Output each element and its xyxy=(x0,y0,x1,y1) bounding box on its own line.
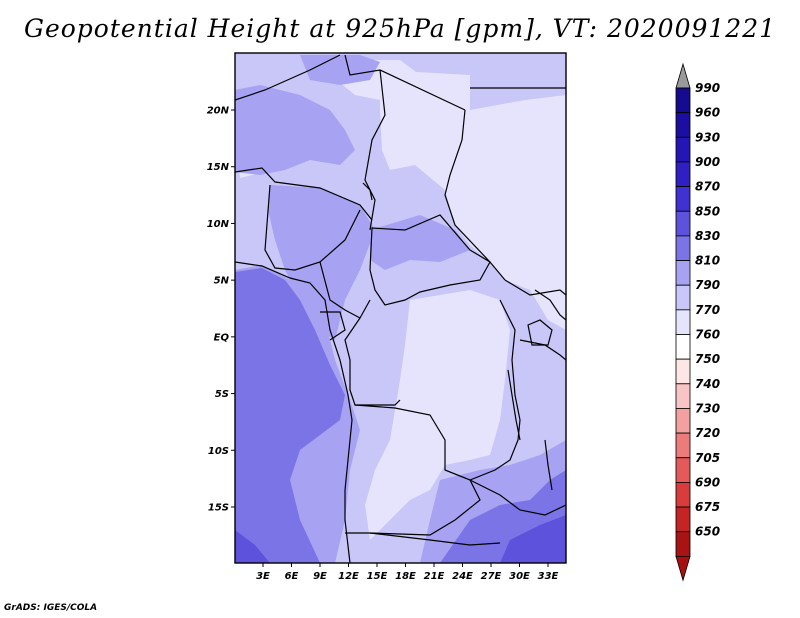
border-car xyxy=(369,214,491,306)
lat-tick-label: 10S xyxy=(208,446,229,457)
border-lake-tanganyika xyxy=(507,369,521,441)
lon-tick-label: 15E xyxy=(367,571,388,582)
field-770-congo xyxy=(365,290,510,540)
border-libya xyxy=(344,54,466,111)
lon-tick-label: 30E xyxy=(509,571,530,582)
colorbar-swatch xyxy=(675,408,691,434)
field-850-se xyxy=(500,515,566,563)
footer-credit: GrADS: IGES/COLA xyxy=(4,603,98,613)
colorbar-label: 705 xyxy=(695,451,720,465)
colorbar-label: 790 xyxy=(695,278,720,292)
field-850-sw xyxy=(235,530,270,563)
border-cameroon xyxy=(319,261,371,319)
lat-tick-label: 5S xyxy=(215,389,229,400)
colorbar-swatch xyxy=(675,284,691,311)
colorbar-swatch xyxy=(675,531,691,557)
colorbar-swatch xyxy=(675,432,691,459)
colorbar-swatch xyxy=(675,87,691,114)
lat-tick-label: 15N xyxy=(207,162,230,173)
colorbar-top-arrow xyxy=(675,62,691,89)
lat-tick-label: EQ xyxy=(214,332,230,343)
border-lake-victoria xyxy=(527,319,553,346)
colorbar-swatch xyxy=(675,358,691,385)
lon-tick-label: 24E xyxy=(452,571,473,582)
colorbar-label: 650 xyxy=(695,525,720,539)
border-zambia xyxy=(469,479,566,516)
colorbar-label: 930 xyxy=(695,130,720,144)
border-nigeria xyxy=(264,184,361,271)
colorbar-swatch xyxy=(675,457,691,483)
border-namibia xyxy=(345,532,501,546)
colorbar-label: 720 xyxy=(695,426,720,440)
colorbar-label: 770 xyxy=(695,303,720,317)
border-north xyxy=(235,54,341,101)
colorbar-label: 730 xyxy=(695,401,720,415)
field-770-east xyxy=(380,70,566,330)
border-lake-malawi xyxy=(544,439,553,491)
field-810-chad xyxy=(370,215,470,270)
border-congo xyxy=(344,317,401,406)
lon-tick-label: 6E xyxy=(285,571,299,582)
border-niger-chad xyxy=(364,69,386,231)
border-se xyxy=(534,289,566,321)
lon-axis: 3E 6E 9E 12E 15E 18E 21E 24E 27E 30E 33E xyxy=(256,563,559,582)
colorbar-label: 760 xyxy=(695,328,720,342)
plot-frame xyxy=(234,52,567,564)
lat-tick-label: 15S xyxy=(208,503,229,514)
border-lake-chad xyxy=(362,182,373,201)
colorbar-swatch xyxy=(675,334,691,360)
colorbar-swatch xyxy=(675,235,691,261)
colorbar-label: 990 xyxy=(695,81,720,95)
colorbar-swatch xyxy=(675,309,691,335)
colorbar-swatch xyxy=(675,136,691,163)
colorbar-label: 830 xyxy=(695,229,720,243)
lat-tick-label: 5N xyxy=(214,276,230,287)
border-tanzania xyxy=(519,339,566,361)
colorbar-label: 850 xyxy=(695,204,720,218)
lon-tick-label: 33E xyxy=(538,571,559,582)
colorbar-bottom-arrow xyxy=(675,555,691,582)
field-810-north xyxy=(300,55,380,85)
lon-tick-label: 3E xyxy=(256,571,270,582)
colorbar-swatch xyxy=(675,260,691,286)
colorbar-label: 675 xyxy=(695,500,720,514)
colorbar-swatch xyxy=(675,161,691,187)
field-830-atlantic xyxy=(235,268,345,563)
lat-tick-label: 10N xyxy=(207,219,230,230)
border-drc-east xyxy=(444,299,521,481)
colorbar-swatch xyxy=(675,506,691,533)
colorbar-label: 900 xyxy=(695,155,720,169)
lat-tick-label: 20N xyxy=(207,106,230,117)
colorbar-swatch xyxy=(675,383,691,409)
colorbar-swatch xyxy=(675,112,691,138)
colorbar-label: 810 xyxy=(695,254,720,268)
lon-tick-label: 27E xyxy=(481,571,502,582)
field-810-westafrica xyxy=(235,85,355,175)
lon-tick-label: 21E xyxy=(424,571,445,582)
colorbar-swatch xyxy=(675,481,691,508)
colorbar-label: 960 xyxy=(695,106,720,120)
border-gabon xyxy=(320,311,346,341)
colorbar-label: 740 xyxy=(695,377,720,391)
border-east xyxy=(504,279,566,296)
colorbar-label: 870 xyxy=(695,180,720,194)
lon-tick-label: 12E xyxy=(338,571,359,582)
border-westafrica xyxy=(235,167,373,221)
lat-axis: 20N 15N 10N 5N EQ 5S 10S 15S xyxy=(207,106,235,514)
contour-fill xyxy=(235,53,566,563)
border-angola xyxy=(354,404,481,536)
lon-tick-label: 9E xyxy=(313,571,327,582)
colorbar-label: 750 xyxy=(695,352,720,366)
colorbar: 990 960 930 900 870 850 830 810 790 770 760 750 740 7… xyxy=(675,62,720,582)
lon-tick-label: 18E xyxy=(395,571,416,582)
chart-title: Geopotential Height at 925hPa [gpm], VT:… xyxy=(23,14,777,43)
border-west-coast xyxy=(235,261,353,563)
country-borders xyxy=(235,54,566,563)
colorbar-swatch xyxy=(675,210,691,237)
colorbar-swatch xyxy=(675,186,691,212)
field-810-nigeria xyxy=(268,185,375,340)
colorbar-label: 690 xyxy=(695,475,720,489)
